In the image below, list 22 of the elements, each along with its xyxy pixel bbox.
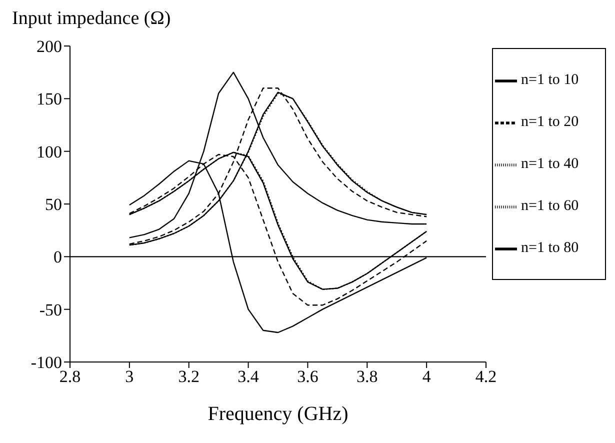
- legend-label: n=1 to 40: [521, 156, 579, 172]
- x-tick-label: 3.2: [178, 367, 200, 386]
- legend-label: n=1 to 20: [521, 114, 579, 130]
- x-tick-label: 4: [422, 367, 432, 386]
- x-tick-label: 3.6: [297, 367, 318, 386]
- y-tick-label: -100: [30, 353, 62, 372]
- x-tick-label: 3.4: [238, 367, 260, 386]
- y-tick-label: 50: [45, 195, 62, 214]
- y-tick-label: 150: [36, 90, 62, 109]
- x-tick-label: 3.8: [356, 367, 378, 386]
- x-axis-title: Frequency (GHz): [208, 403, 348, 425]
- y-tick-label: -50: [39, 300, 62, 320]
- y-axis-title: Input impedance (Ω): [12, 8, 171, 30]
- legend-label: n=1 to 10: [521, 72, 579, 88]
- x-tick-label: 2.8: [59, 367, 81, 386]
- legend-label: n=1 to 60: [521, 198, 579, 214]
- legend-label: n=1 to 80: [521, 240, 579, 256]
- x-tick-label: 3: [125, 367, 134, 386]
- y-tick-label: 0: [54, 248, 62, 267]
- y-tick-label: 100: [36, 142, 62, 162]
- x-tick-label: 4.2: [475, 367, 497, 386]
- y-tick-label: 200: [36, 37, 62, 56]
